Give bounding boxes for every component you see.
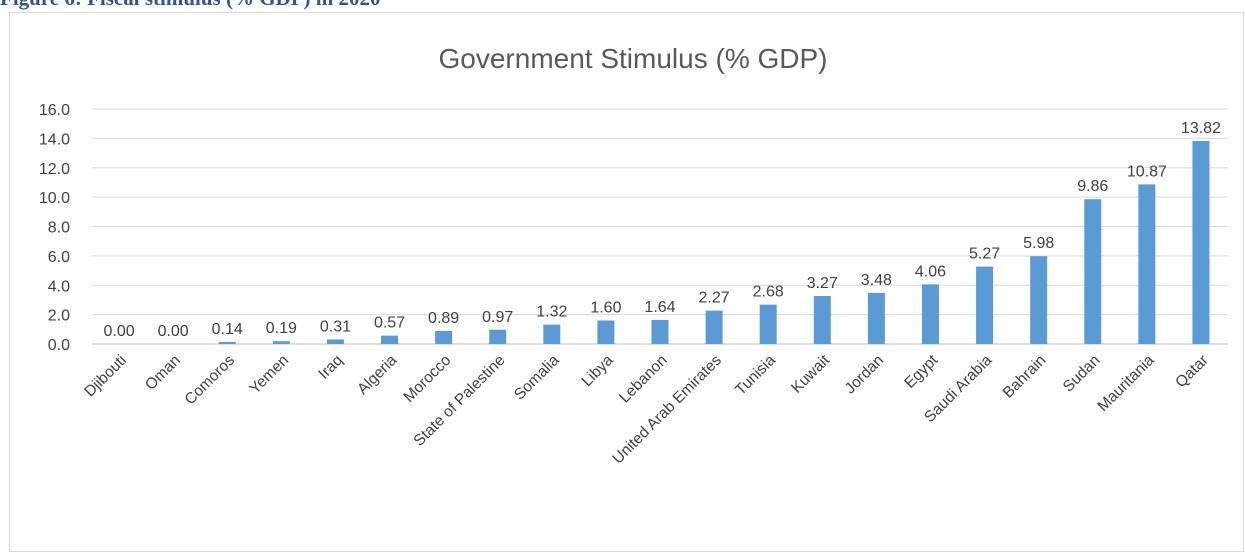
bar [597, 320, 615, 344]
bar [326, 339, 344, 344]
y-tick-label: 14.0 [39, 131, 70, 148]
data-label: 0.89 [428, 310, 459, 327]
data-label: 1.64 [644, 299, 675, 316]
x-tick-label: Kuwait [788, 351, 833, 396]
x-tick-label: Iraq [315, 352, 346, 383]
data-label: 0.19 [266, 320, 297, 337]
x-tick-label: State of Palestine [411, 352, 509, 450]
x-tick-label: Egypt [901, 351, 942, 392]
data-label: 0.97 [482, 309, 513, 326]
bar [543, 324, 561, 344]
y-tick-label: 2.0 [48, 308, 70, 325]
x-tick-label: Qatar [1172, 352, 1211, 391]
y-tick-label: 6.0 [48, 249, 70, 266]
data-label: 3.27 [807, 275, 838, 292]
data-label: 5.27 [969, 246, 1000, 263]
data-label: 0.14 [212, 321, 243, 338]
bar [435, 330, 453, 344]
data-label: 3.48 [861, 272, 892, 289]
x-tick-label: Libya [579, 352, 617, 390]
x-tick-label: Morocco [400, 352, 454, 406]
x-tick-label: United Arab Emirates [609, 352, 725, 468]
data-label: 0.31 [320, 318, 351, 335]
data-label: 0.00 [103, 323, 134, 340]
y-tick-label: 0.0 [48, 337, 70, 354]
x-tick-label: Djibouti [81, 352, 130, 401]
y-tick-label: 12.0 [39, 161, 70, 178]
data-label: 0.00 [158, 323, 189, 340]
bar [867, 292, 885, 344]
x-tick-label: Somalia [511, 352, 563, 404]
data-label: 4.06 [915, 263, 946, 280]
chart-title: Government Stimulus (% GDP) [439, 43, 828, 74]
bar [921, 284, 939, 344]
bar [976, 266, 994, 344]
data-label: 1.32 [536, 304, 567, 321]
bar [813, 295, 831, 344]
data-label: 0.57 [374, 315, 405, 332]
bar [1030, 256, 1048, 344]
bar [272, 341, 290, 344]
y-tick-label: 8.0 [48, 220, 70, 237]
bar [651, 319, 669, 344]
bar [1192, 141, 1210, 344]
data-label: 2.27 [699, 290, 730, 307]
x-tick-label: Comoros [182, 352, 239, 409]
bar [705, 310, 723, 344]
x-tick-label: Oman [142, 352, 184, 394]
y-tick-label: 4.0 [48, 278, 70, 295]
bar-chart: Government Stimulus (% GDP) 0.0 2.0 4.0 6.0… [39, 43, 1228, 468]
data-label: 5.98 [1023, 235, 1054, 252]
bar [1138, 184, 1156, 344]
data-label: 9.86 [1077, 178, 1108, 195]
x-tick-label: Mauritania [1094, 352, 1157, 415]
bar [218, 341, 236, 344]
x-tick-label: Bahrain [1000, 352, 1050, 402]
data-label: 2.68 [753, 284, 784, 301]
bar [381, 335, 399, 344]
data-label: 10.87 [1127, 163, 1167, 180]
y-tick-label: 10.0 [39, 190, 70, 207]
bar [759, 304, 777, 344]
data-label: 13.82 [1181, 120, 1221, 137]
x-tick-label: Jordan [842, 352, 888, 398]
x-tick-label: Tunisia [732, 352, 779, 399]
figure-caption: Figure 6: Fiscal stimulus (% GDP) in 202… [0, 0, 381, 10]
y-tick-label: 16.0 [39, 102, 70, 119]
x-tick-label: Lebanon [616, 352, 671, 407]
x-tick-label: Yemen [246, 352, 292, 398]
data-label: 1.60 [590, 300, 621, 317]
x-tick-label: Sudan [1060, 352, 1104, 396]
x-tick-label: Algeria [354, 352, 400, 398]
bar [1084, 199, 1102, 344]
bar [489, 329, 507, 344]
